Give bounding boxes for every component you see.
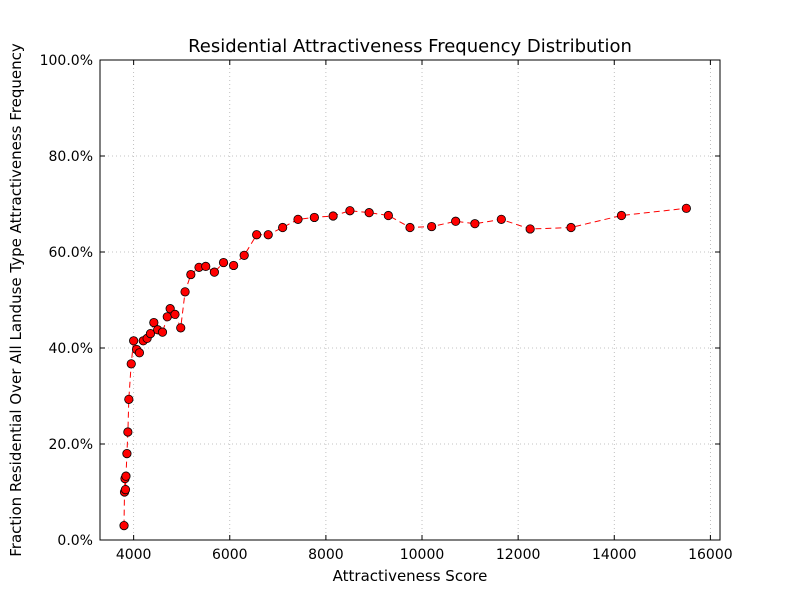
data-point: [170, 309, 180, 319]
data-point: [293, 214, 303, 224]
grid: [100, 59, 720, 541]
y-tick-label: 80.0%: [49, 149, 93, 165]
data-point: [121, 471, 131, 481]
x-tick-label: 8000: [308, 547, 344, 563]
data-point: [180, 287, 190, 297]
y-tick-label: 100.0%: [40, 53, 93, 69]
y-tick-label: 0.0%: [57, 533, 93, 549]
data-point: [239, 250, 249, 260]
series-line: [123, 207, 687, 526]
data-point: [209, 267, 219, 277]
data-point: [364, 208, 374, 218]
data-point: [383, 210, 393, 221]
data-point: [201, 261, 211, 271]
data-point: [124, 394, 134, 404]
axis-ticks: 4000 6000 8000 10000 12000 14000 16000 0.0% 20.0…: [40, 53, 733, 563]
data-point: [681, 203, 691, 213]
data-point: [162, 312, 172, 322]
data-point: [451, 216, 461, 226]
data-point: [176, 323, 186, 333]
data-point: [427, 221, 437, 232]
data-point: [229, 260, 239, 271]
data-point: [123, 427, 133, 437]
chart-title: Residential Attractiveness Frequency Dis…: [188, 36, 632, 57]
data-series: [119, 203, 691, 531]
data-point: [345, 206, 355, 216]
x-tick-label: 10000: [400, 547, 445, 563]
data-point: [328, 211, 338, 221]
data-point: [252, 230, 262, 240]
data-point: [126, 359, 136, 369]
x-tick-label: 14000: [592, 547, 637, 563]
data-point: [309, 212, 319, 223]
data-point: [122, 448, 132, 459]
y-axis-label: Fraction Residential Over All Landuse Ty…: [7, 43, 25, 557]
data-point: [149, 317, 159, 328]
data-point: [263, 230, 273, 240]
data-point: [496, 214, 506, 224]
data-point: [186, 269, 196, 280]
data-point: [119, 520, 129, 531]
x-tick-label: 6000: [212, 547, 248, 563]
data-point: [566, 222, 576, 233]
data-point: [134, 348, 145, 358]
data-point: [278, 222, 288, 233]
data-point: [157, 327, 168, 337]
x-tick-label: 4000: [116, 547, 152, 563]
plot-area-frame: [99, 59, 721, 541]
x-tick-label: 16000: [688, 547, 733, 563]
x-axis-label: Attractiveness Score: [333, 567, 488, 585]
data-point: [616, 210, 627, 221]
data-point: [218, 257, 229, 268]
data-point: [470, 219, 480, 229]
x-tick-label: 12000: [496, 547, 541, 563]
data-point: [405, 222, 415, 233]
y-tick-label: 60.0%: [49, 245, 93, 261]
data-point: [120, 484, 131, 495]
y-tick-label: 20.0%: [49, 437, 93, 453]
data-point: [129, 336, 139, 346]
data-point: [145, 328, 156, 339]
y-tick-label: 40.0%: [49, 341, 93, 357]
data-point: [525, 224, 535, 234]
